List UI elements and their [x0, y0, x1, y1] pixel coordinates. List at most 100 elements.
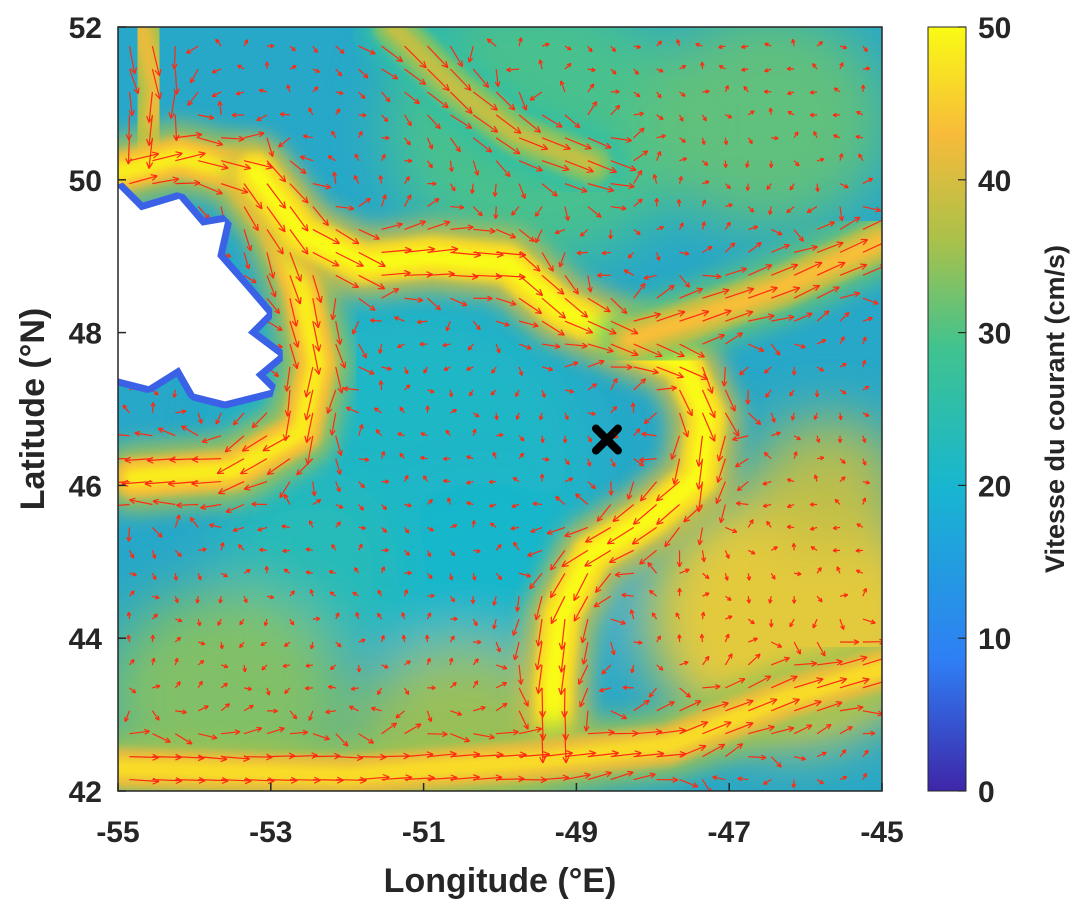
velocity-arrow [839, 749, 847, 758]
velocity-arrow [695, 42, 703, 48]
velocity-arrow [312, 228, 340, 245]
velocity-arrow [862, 217, 882, 231]
velocity-arrow [702, 309, 732, 322]
velocity-arrow [862, 385, 870, 391]
velocity-arrow [518, 366, 524, 376]
velocity-arrow [747, 137, 753, 145]
velocity-arrow [762, 779, 772, 785]
velocity-arrow [126, 527, 132, 542]
velocity-arrow [466, 455, 474, 460]
velocity-arrow [200, 503, 222, 510]
velocity-arrow [587, 771, 613, 781]
velocity-arrow [375, 429, 383, 437]
velocity-arrow [601, 250, 611, 256]
velocity-arrow [586, 458, 592, 467]
velocity-arrow [747, 653, 761, 666]
velocity-arrow [743, 85, 749, 93]
velocity-arrow [217, 618, 222, 626]
velocity-arrow [747, 412, 762, 426]
velocity-arrow [631, 526, 657, 545]
velocity-arrow [419, 341, 428, 347]
velocity-arrow [791, 38, 796, 47]
velocity-arrow [335, 108, 341, 116]
velocity-arrow [578, 664, 589, 685]
velocity-arrow [725, 267, 748, 276]
velocity-arrow [129, 174, 158, 185]
velocity-arrow [217, 481, 245, 495]
velocity-arrow [580, 618, 589, 644]
velocity-arrow [746, 596, 752, 604]
velocity-arrow [564, 320, 594, 334]
velocity-arrow [655, 481, 680, 502]
velocity-arrow [564, 458, 570, 466]
x-tick-label: -45 [860, 816, 903, 849]
velocity-arrow [308, 710, 314, 721]
velocity-arrow [467, 45, 474, 63]
velocity-arrow [426, 612, 432, 620]
velocity-arrow [610, 377, 618, 391]
x-axis: -55 -53 -51 -49 -47 -45 [96, 783, 904, 849]
velocity-arrow [381, 366, 392, 371]
velocity-arrow [358, 525, 366, 531]
velocity-arrow [702, 743, 726, 758]
velocity-arrow [518, 572, 532, 578]
velocity-arrow [309, 589, 314, 597]
velocity-arrow [862, 480, 871, 485]
velocity-arrow [540, 435, 545, 444]
velocity-arrow [748, 343, 765, 352]
velocity-arrow [861, 497, 867, 505]
velocity-arrow [302, 134, 313, 139]
velocity-arrow [495, 91, 516, 111]
velocity-arrow [725, 203, 733, 208]
velocity-arrow [610, 89, 620, 95]
velocity-arrow [575, 493, 589, 505]
current-core [118, 147, 326, 487]
velocity-arrow [610, 160, 637, 172]
velocity-arrow [656, 225, 665, 231]
velocity-arrow [129, 497, 153, 506]
velocity-arrow [404, 45, 427, 69]
velocity-arrow [610, 182, 635, 190]
velocity-arrow [723, 137, 729, 146]
velocity-arrow [679, 687, 692, 698]
velocity-arrow [564, 361, 579, 368]
current-core [118, 659, 882, 785]
velocity-arrow [266, 458, 291, 475]
velocity-arrow [173, 573, 179, 581]
velocity-arrow [596, 504, 612, 522]
velocity-arrow [587, 435, 592, 443]
velocity-arrow [679, 343, 705, 358]
velocity-arrow [633, 150, 649, 162]
velocity-arrow [380, 634, 385, 643]
velocity-arrow [243, 131, 265, 139]
velocity-arrow [587, 320, 617, 335]
velocity-arrow [312, 275, 323, 304]
velocity-arrow [157, 427, 176, 437]
velocity-arrow [679, 309, 710, 322]
velocity-arrow [771, 286, 801, 299]
velocity-arrow [353, 175, 360, 184]
velocity-arrow [449, 681, 457, 689]
velocity-arrow [151, 550, 157, 559]
velocity-arrow [129, 590, 135, 597]
velocity-arrow [279, 481, 291, 499]
velocity-arrow [352, 591, 359, 597]
x-axis-label: Longitude (°E) [384, 862, 617, 900]
velocity-arrow [793, 160, 800, 167]
velocity-arrow [794, 755, 806, 761]
velocity-arrow [189, 516, 199, 528]
velocity-arrow [716, 435, 726, 462]
velocity-arrow [472, 428, 477, 436]
velocity-arrow [518, 137, 549, 151]
velocity-arrow [514, 596, 521, 612]
velocity-arrow [546, 526, 566, 535]
velocity-arrow [518, 710, 529, 730]
velocity-arrow [793, 131, 799, 139]
velocity-arrow [576, 250, 588, 256]
marker-stroke [591, 424, 622, 455]
velocity-arrow [381, 664, 389, 669]
velocity-arrow [639, 549, 657, 565]
velocity-arrow [633, 44, 641, 50]
velocity-arrow [305, 570, 313, 575]
velocity-arrow [445, 429, 451, 437]
